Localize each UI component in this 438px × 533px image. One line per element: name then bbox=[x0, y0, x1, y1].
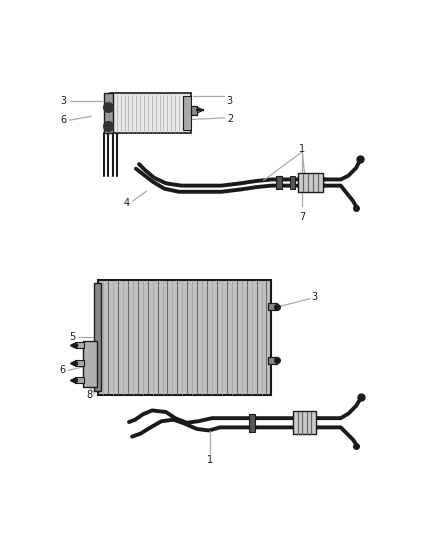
Text: 3: 3 bbox=[311, 292, 318, 302]
Bar bbox=[110, 93, 191, 133]
Bar bbox=[75, 360, 85, 366]
Text: 1: 1 bbox=[207, 455, 213, 465]
Text: 3: 3 bbox=[60, 96, 67, 106]
Bar bbox=[276, 175, 282, 189]
Text: 3: 3 bbox=[227, 96, 233, 106]
Text: 1: 1 bbox=[299, 144, 305, 154]
Bar bbox=[75, 377, 85, 383]
Bar bbox=[103, 93, 113, 133]
Bar bbox=[298, 173, 323, 192]
Text: 8: 8 bbox=[86, 390, 92, 400]
Text: 4: 4 bbox=[124, 198, 130, 207]
Text: 5: 5 bbox=[70, 332, 76, 342]
Text: 6: 6 bbox=[60, 115, 67, 125]
Bar bbox=[191, 106, 197, 115]
Bar bbox=[268, 357, 277, 364]
Bar bbox=[98, 280, 272, 395]
Bar bbox=[249, 414, 255, 432]
Bar bbox=[293, 411, 316, 434]
Bar bbox=[183, 96, 191, 130]
Bar bbox=[94, 284, 101, 391]
Bar bbox=[75, 342, 85, 348]
Bar bbox=[268, 303, 277, 310]
Text: 6: 6 bbox=[60, 366, 66, 375]
Text: 7: 7 bbox=[299, 212, 305, 222]
Bar bbox=[290, 176, 294, 189]
Text: 2: 2 bbox=[227, 115, 233, 124]
Bar bbox=[83, 341, 97, 387]
